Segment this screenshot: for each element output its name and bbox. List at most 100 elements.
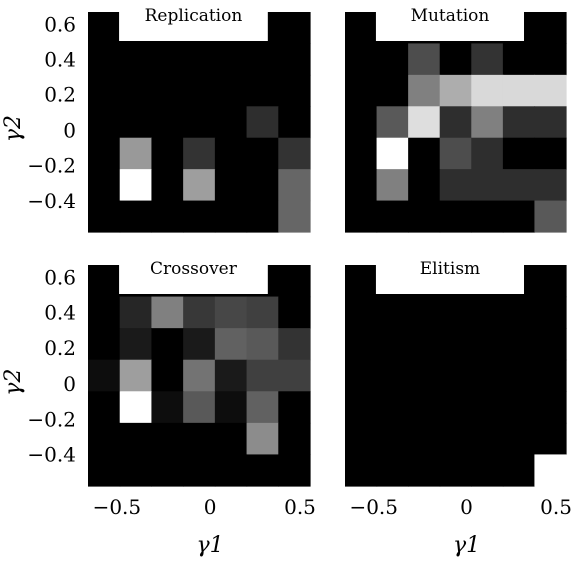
y-tick-label: 0: [63, 118, 76, 142]
heatmap-cell: [246, 43, 279, 76]
heatmap-cell: [408, 106, 441, 139]
heatmap-cell: [502, 169, 536, 202]
y-tick-label: 0.2: [44, 83, 76, 107]
heatmap-cell: [151, 74, 184, 107]
heatmap-cell: [246, 137, 279, 170]
x-tick-label: 0.5: [284, 495, 316, 519]
heatmap-cell: [534, 391, 567, 424]
y-tick-label: −0.4: [27, 189, 76, 213]
heatmap-cell: [439, 454, 472, 487]
heatmap-cell: [345, 359, 378, 392]
heatmap-cell: [278, 106, 311, 139]
title-background: [119, 11, 268, 41]
heatmap-cell: [151, 328, 184, 361]
heatmap-cell: [439, 106, 472, 139]
heatmap-cell: [88, 296, 121, 329]
y-tick-label: −0.4: [27, 443, 76, 467]
heatmap-cell: [534, 200, 567, 233]
heatmap-cell: [376, 359, 409, 392]
heatmap-cell: [214, 43, 248, 76]
heatmap-cell: [88, 391, 121, 424]
heatmap-cell: [183, 359, 216, 392]
heatmap-cell: [471, 422, 504, 456]
y-tick-label: 0.6: [44, 265, 76, 289]
heatmap-cell: [471, 359, 504, 392]
heatmap-cell: [119, 169, 153, 202]
heatmap-cell: [471, 296, 504, 329]
heatmap-cell: [534, 265, 567, 298]
heatmap-cell: [345, 169, 378, 202]
heatmap-cell: [278, 12, 311, 45]
panel-title: Replication: [145, 6, 243, 26]
heatmap-cell: [278, 359, 311, 392]
heatmap-cell: [439, 169, 472, 202]
heatmap-cell: [408, 359, 441, 392]
heatmap-cell: [183, 296, 216, 329]
heatmap-cell: [534, 169, 567, 202]
heatmap-cell: [471, 106, 504, 139]
heatmap-cell: [214, 296, 248, 329]
heatmap-cell: [376, 43, 409, 76]
heatmap-cell: [408, 43, 441, 76]
heatmap-cell: [345, 454, 378, 487]
heatmap-cell: [246, 454, 279, 487]
heatmap-cell: [471, 43, 504, 76]
heatmap-cell: [534, 422, 567, 456]
heatmap-cell: [214, 454, 248, 487]
heatmap-cell: [345, 137, 378, 170]
heatmap-cell: [119, 137, 153, 170]
heatmap-cell: [345, 328, 378, 361]
heatmap-cell: [151, 454, 184, 487]
x-tick-label: 0: [460, 495, 473, 519]
heatmap-cell: [408, 200, 441, 233]
heatmap-cell: [278, 200, 311, 233]
heatmap-cell: [246, 359, 279, 392]
heatmap-cell: [439, 296, 472, 329]
heatmap-cell: [376, 200, 409, 233]
heatmap-panel-2: Mutation: [345, 6, 567, 233]
heatmap-cell: [408, 391, 441, 424]
x-tick-label: 0: [204, 495, 217, 519]
heatmap-cell: [278, 137, 311, 170]
heatmap-cell: [345, 265, 378, 298]
heatmap-cell: [502, 137, 536, 170]
y-axis-label: γ2: [1, 115, 26, 142]
heatmap-cell: [151, 106, 184, 139]
heatmap-cell: [502, 200, 536, 233]
heatmap-cell: [471, 74, 504, 107]
heatmap-cell: [345, 106, 378, 139]
heatmap-cell: [439, 74, 472, 107]
heatmap-cell: [151, 422, 184, 456]
heatmap-cell: [88, 12, 121, 45]
heatmap-cell: [246, 169, 279, 202]
heatmap-cell: [183, 200, 216, 233]
heatmap-cell: [345, 391, 378, 424]
heatmap-cell: [88, 200, 121, 233]
heatmap-cell: [214, 106, 248, 139]
heatmap-cell: [214, 200, 248, 233]
heatmap-cell: [471, 200, 504, 233]
heatmap-cell: [345, 422, 378, 456]
heatmap-cell: [183, 106, 216, 139]
heatmap-cell: [408, 296, 441, 329]
heatmap-cell: [278, 296, 311, 329]
heatmap-cell: [183, 169, 216, 202]
y-axis-label: γ2: [1, 369, 26, 396]
heatmap-panel-3: Crossover 0.6 0.4 0.2 0 −0.2 −0.4 −0.5 0 0.5 γ2 γ1: [1, 259, 316, 558]
heatmap-cell: [88, 328, 121, 361]
heatmap-cell: [471, 328, 504, 361]
heatmap-cell: [183, 137, 216, 170]
heatmap-cell: [502, 454, 536, 487]
heatmap-cell: [376, 106, 409, 139]
heatmap-cell: [151, 391, 184, 424]
y-tick-label: 0.4: [44, 301, 76, 325]
heatmap-cell: [534, 106, 567, 139]
heatmap-cell: [278, 391, 311, 424]
heatmap-cell: [534, 296, 567, 329]
heatmap-cell: [183, 43, 216, 76]
heatmap-cell: [408, 169, 441, 202]
x-axis-label: γ1: [197, 533, 224, 558]
heatmap-cell: [278, 74, 311, 107]
y-tick-label: −0.2: [27, 407, 76, 431]
